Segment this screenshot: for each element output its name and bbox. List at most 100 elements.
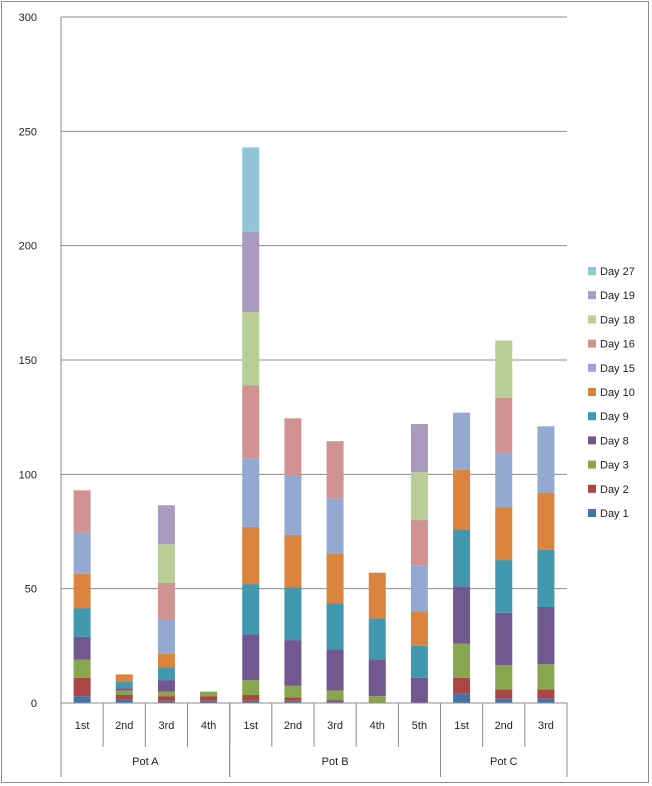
legend-label: Day 8 [600, 435, 629, 447]
category-label: 2nd [115, 720, 133, 732]
bar-segment [537, 698, 555, 703]
bars [73, 147, 555, 703]
bar-segment [410, 472, 428, 521]
legend-swatch [588, 291, 596, 300]
bar-segment [242, 526, 260, 585]
bar-segment [368, 659, 386, 697]
y-axis-ticks: 0 50 100 150 200 250 300 [19, 12, 37, 710]
y-tick-label: 50 [25, 584, 37, 596]
bar-segment [73, 608, 91, 637]
legend-swatch [588, 509, 596, 517]
bar-segment [495, 560, 513, 613]
category-label: 4th [201, 720, 216, 732]
bar-segment [157, 653, 175, 668]
legend-swatch [588, 363, 596, 372]
bar-segment [157, 691, 175, 697]
legend-label: Day 1 [600, 508, 629, 520]
bar-segment [326, 498, 344, 554]
bar-segment [115, 681, 133, 689]
bar-segment [410, 611, 428, 646]
category-label: 1st [243, 720, 258, 732]
y-tick-label: 0 [31, 698, 37, 710]
legend-label: Day 9 [600, 411, 629, 423]
bar-segment [200, 691, 218, 697]
y-tick-label: 200 [19, 241, 37, 253]
legend-swatch [588, 460, 596, 469]
bar-segment [242, 584, 260, 635]
category-label: 5th [412, 720, 427, 732]
bar-segment [495, 689, 513, 699]
bar-segment [410, 565, 428, 612]
legend-swatch [588, 339, 596, 348]
group-label: Pot C [490, 756, 518, 768]
bar-segment [73, 532, 91, 574]
bar-segment [537, 492, 555, 550]
legend-swatch [588, 315, 596, 324]
y-tick-label: 100 [19, 469, 37, 481]
bar-segment [157, 582, 175, 620]
bar-segment [537, 689, 555, 699]
bar-segment [242, 634, 260, 681]
bar-segment [284, 534, 302, 588]
bar-segment [284, 697, 302, 701]
bar-segment [537, 549, 555, 607]
bar-segment [326, 603, 344, 650]
legend-label: Day 16 [600, 339, 635, 351]
bar-segment [453, 693, 471, 703]
bar-segment [115, 688, 133, 691]
bar-segment [326, 553, 344, 604]
legend-label: Day 3 [600, 460, 629, 472]
legend-label: Day 2 [600, 484, 629, 496]
category-label: 3rd [327, 720, 343, 732]
category-label: 1st [75, 720, 90, 732]
bar-segment [326, 699, 344, 701]
bar-segment [242, 311, 260, 386]
bar-segment [284, 640, 302, 686]
bar-segment [495, 340, 513, 398]
bar-segment [284, 685, 302, 698]
category-label: 3rd [158, 720, 174, 732]
bar-segment [157, 667, 175, 681]
legend-label: Day 15 [600, 363, 635, 375]
bar-segment [157, 680, 175, 692]
bar-segment [115, 690, 133, 695]
bar-segment [73, 573, 91, 609]
bar-segment [242, 680, 260, 695]
bar-segment [495, 397, 513, 453]
bar-segment [410, 645, 428, 678]
bar-segment [115, 694, 133, 700]
bar-segment [453, 529, 471, 587]
bar-segment [495, 507, 513, 561]
y-tick-label: 250 [19, 126, 37, 138]
bar-segment [368, 572, 386, 619]
bar-segment [326, 441, 344, 499]
legend-label: Day 19 [600, 290, 635, 302]
category-label: 2nd [284, 720, 302, 732]
legend-swatch [588, 267, 596, 275]
gridlines [61, 16, 567, 590]
bar-segment [495, 452, 513, 508]
bar-segment [326, 700, 344, 703]
bar-segment [73, 490, 91, 533]
bar-segment [326, 690, 344, 700]
bar-segment [537, 426, 555, 493]
y-tick-label: 150 [19, 355, 37, 367]
bar-segment [537, 664, 555, 690]
bar-segment [242, 385, 260, 459]
bar-segment [115, 699, 133, 703]
bar-segment [495, 665, 513, 690]
bar-segment [453, 677, 471, 694]
bar-segment [200, 700, 218, 703]
legend-label: Day 27 [600, 266, 635, 278]
bar-segment [453, 412, 471, 470]
bar-segment [284, 700, 302, 703]
legend-swatch [588, 412, 596, 421]
bar-segment [410, 424, 428, 473]
bar-segment [537, 606, 555, 665]
bar-segment [453, 586, 471, 644]
category-label: 1st [454, 720, 469, 732]
bar-segment [200, 696, 218, 701]
bar-segment [73, 636, 91, 660]
bar-segment [284, 418, 302, 476]
